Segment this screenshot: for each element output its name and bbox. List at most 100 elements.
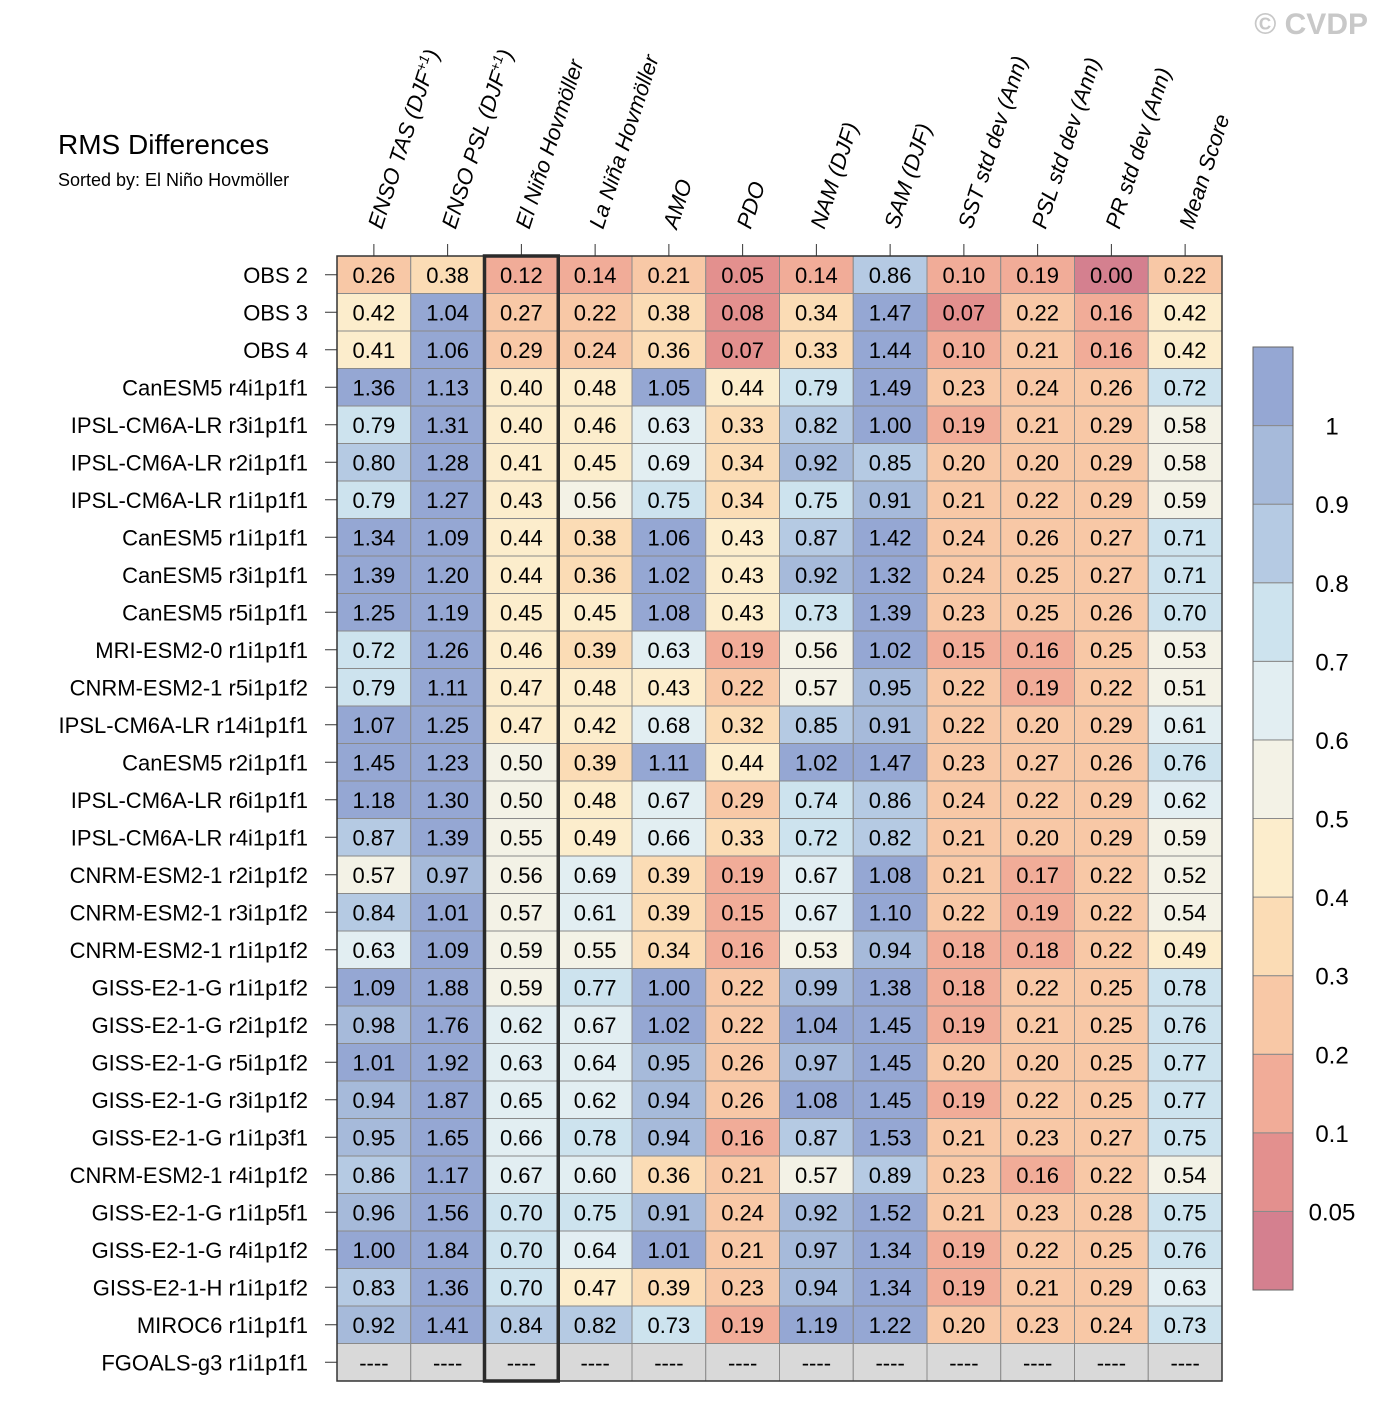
- cell-value: 0.44: [721, 750, 764, 775]
- heatmap-cell: [1000, 555, 1075, 594]
- cell-value: 0.50: [500, 750, 543, 775]
- cell-value: 0.62: [1164, 788, 1207, 813]
- heatmap-cell: [1074, 330, 1149, 369]
- cell-value: 0.23: [1016, 1125, 1059, 1150]
- cell-value: 0.16: [721, 938, 764, 963]
- cell-value: 1.39: [869, 600, 912, 625]
- cell-value: 0.67: [795, 900, 838, 925]
- cell-value: 0.86: [352, 1163, 395, 1188]
- heatmap-cell: [926, 293, 1002, 332]
- cell-value: 1.04: [795, 1013, 838, 1038]
- colorbar-tick-label: 0.5: [1315, 807, 1348, 834]
- column-label-psl-std-dev-ann: PSL std dev (Ann): [1027, 54, 1106, 231]
- cell-value: 0.27: [500, 300, 543, 325]
- heatmap-cell: [484, 1343, 559, 1382]
- heatmap-cell: [926, 743, 1002, 782]
- cell-value: ----: [654, 1350, 683, 1375]
- heatmap-cell: [336, 743, 412, 782]
- cell-value: 0.20: [942, 1313, 985, 1338]
- heatmap-cell: [705, 930, 780, 969]
- heatmap-cell: [779, 630, 854, 669]
- cell-value: 0.75: [1164, 1200, 1207, 1225]
- cell-value: 1.02: [647, 563, 690, 588]
- cell-value: 0.29: [721, 788, 764, 813]
- heatmap-cell: [336, 855, 412, 894]
- heatmap-cell: [705, 518, 780, 557]
- cell-value: 0.99: [795, 975, 838, 1000]
- heatmap-cell: [705, 855, 780, 894]
- cell-value: 0.58: [1164, 450, 1207, 475]
- heatmap-cell: [631, 293, 707, 332]
- row-label-canesm5-r4i1p1f1: CanESM5 r4i1p1f1: [122, 375, 308, 400]
- cell-value: ----: [580, 1350, 609, 1375]
- heatmap-cell: [705, 1343, 780, 1382]
- heatmap-cell: [484, 1043, 559, 1082]
- heatmap-cell: [410, 293, 485, 332]
- cell-value: 0.72: [352, 638, 395, 663]
- colorbar-segment: [1252, 660, 1294, 741]
- heatmap-cell: [705, 368, 780, 407]
- cell-value: 0.24: [721, 1200, 764, 1225]
- cell-value: 0.72: [1164, 375, 1207, 400]
- heatmap-cell: [926, 555, 1002, 594]
- heatmap-cell: [705, 555, 780, 594]
- cell-value: 0.61: [1164, 713, 1207, 738]
- row-label-cnrm-esm2-1-r1i1p1f2: CNRM-ESM2-1 r1i1p1f2: [70, 938, 308, 963]
- row-label-canesm5-r3i1p1f1: CanESM5 r3i1p1f1: [122, 563, 308, 588]
- cell-value: 1.17: [426, 1163, 469, 1188]
- heatmap-cell: [705, 1305, 780, 1344]
- heatmap-cell: [631, 705, 707, 744]
- cell-value: 0.22: [721, 1013, 764, 1038]
- cell-value: 0.63: [1164, 1275, 1207, 1300]
- cell-value: 0.85: [869, 450, 912, 475]
- heatmap-cell: [410, 893, 485, 932]
- cell-value: 0.16: [1016, 638, 1059, 663]
- cell-value: 0.59: [500, 938, 543, 963]
- cell-value: ----: [1170, 1350, 1199, 1375]
- cell-value: ----: [802, 1350, 831, 1375]
- colorbar-segment: [1252, 346, 1294, 427]
- cell-value: 1.36: [426, 1275, 469, 1300]
- cell-value: 0.21: [942, 863, 985, 888]
- cell-value: 0.78: [574, 1125, 617, 1150]
- cell-value: 1.02: [869, 638, 912, 663]
- heatmap-cell: [852, 555, 928, 594]
- cell-value: 0.62: [574, 1088, 617, 1113]
- cell-value: 0.95: [647, 1050, 690, 1075]
- heatmap-cell: [926, 1005, 1002, 1044]
- cell-value: ----: [1023, 1350, 1052, 1375]
- cell-value: 0.16: [1016, 1163, 1059, 1188]
- cell-value: 0.25: [1090, 638, 1133, 663]
- cell-value: 0.22: [1164, 263, 1207, 288]
- heatmap-cell: [779, 518, 854, 557]
- heatmap-cell: [336, 480, 412, 519]
- cell-value: 0.33: [721, 413, 764, 438]
- cell-value: 0.26: [1090, 750, 1133, 775]
- cell-value: 0.52: [1164, 863, 1207, 888]
- cell-value: 0.39: [647, 863, 690, 888]
- heatmap-cell: [705, 593, 780, 632]
- cell-value: 0.38: [426, 263, 469, 288]
- heatmap-cell: [557, 1080, 633, 1119]
- cell-value: 0.48: [574, 675, 617, 700]
- colorbar-segment: [1252, 503, 1294, 584]
- cell-value: 1.34: [352, 525, 395, 550]
- heatmap-cell: [779, 1005, 854, 1044]
- cell-value: 0.21: [721, 1238, 764, 1263]
- column-labels: ENSO TAS (DJF+1)ENSO PSL (DJF+1)El Niño …: [362, 46, 1235, 256]
- colorbar-segment: [1252, 1132, 1294, 1212]
- heatmap-cell: [1147, 1005, 1223, 1044]
- cell-value: 0.39: [574, 638, 617, 663]
- heatmap-cell: [852, 668, 928, 707]
- cell-value: 0.25: [1016, 563, 1059, 588]
- cell-value: 1.09: [426, 938, 469, 963]
- column-label-sst-std-dev-ann: SST std dev (Ann): [953, 53, 1032, 232]
- cell-value: 1.92: [426, 1050, 469, 1075]
- heatmap-cell: [410, 780, 485, 819]
- heatmap-cell: [631, 743, 707, 782]
- colorbar-tick-label: 0.05: [1309, 1199, 1356, 1226]
- heatmap-cell: [1147, 1268, 1223, 1307]
- heatmap-cell: [852, 1193, 928, 1232]
- cell-value: 0.42: [1164, 338, 1207, 363]
- heatmap-cell: [1000, 593, 1075, 632]
